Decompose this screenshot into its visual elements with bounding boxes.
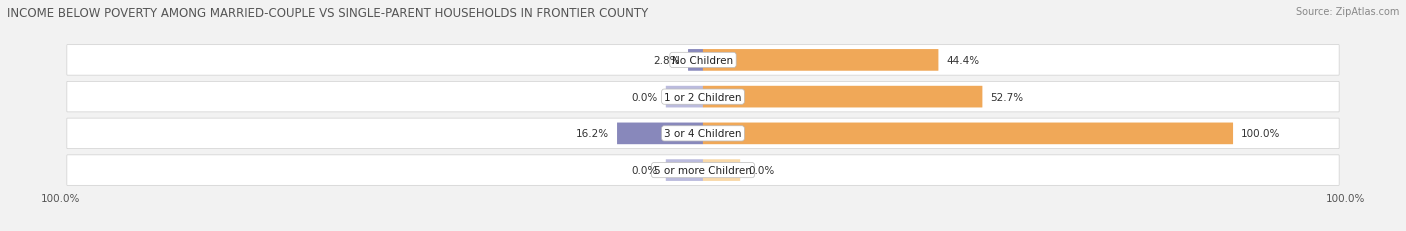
Text: 0.0%: 0.0%: [748, 165, 775, 175]
Text: 16.2%: 16.2%: [576, 129, 609, 139]
FancyBboxPatch shape: [666, 86, 703, 108]
FancyBboxPatch shape: [617, 123, 703, 145]
Text: 2.8%: 2.8%: [654, 56, 681, 66]
Text: 0.0%: 0.0%: [631, 92, 658, 102]
FancyBboxPatch shape: [703, 86, 983, 108]
FancyBboxPatch shape: [67, 46, 1339, 76]
FancyBboxPatch shape: [67, 119, 1339, 149]
Text: Source: ZipAtlas.com: Source: ZipAtlas.com: [1295, 7, 1399, 17]
FancyBboxPatch shape: [703, 123, 1233, 145]
Text: 5 or more Children: 5 or more Children: [654, 165, 752, 175]
FancyBboxPatch shape: [703, 160, 740, 181]
FancyBboxPatch shape: [67, 82, 1339, 112]
Text: 3 or 4 Children: 3 or 4 Children: [664, 129, 742, 139]
Text: 0.0%: 0.0%: [631, 165, 658, 175]
Text: 44.4%: 44.4%: [946, 56, 980, 66]
FancyBboxPatch shape: [688, 50, 703, 71]
Text: INCOME BELOW POVERTY AMONG MARRIED-COUPLE VS SINGLE-PARENT HOUSEHOLDS IN FRONTIE: INCOME BELOW POVERTY AMONG MARRIED-COUPL…: [7, 7, 648, 20]
Text: 100.0%: 100.0%: [1326, 193, 1365, 203]
Text: No Children: No Children: [672, 56, 734, 66]
Text: 52.7%: 52.7%: [990, 92, 1024, 102]
FancyBboxPatch shape: [666, 160, 703, 181]
Text: 100.0%: 100.0%: [1241, 129, 1281, 139]
FancyBboxPatch shape: [703, 50, 938, 71]
FancyBboxPatch shape: [67, 155, 1339, 185]
Text: 100.0%: 100.0%: [41, 193, 80, 203]
Text: 1 or 2 Children: 1 or 2 Children: [664, 92, 742, 102]
